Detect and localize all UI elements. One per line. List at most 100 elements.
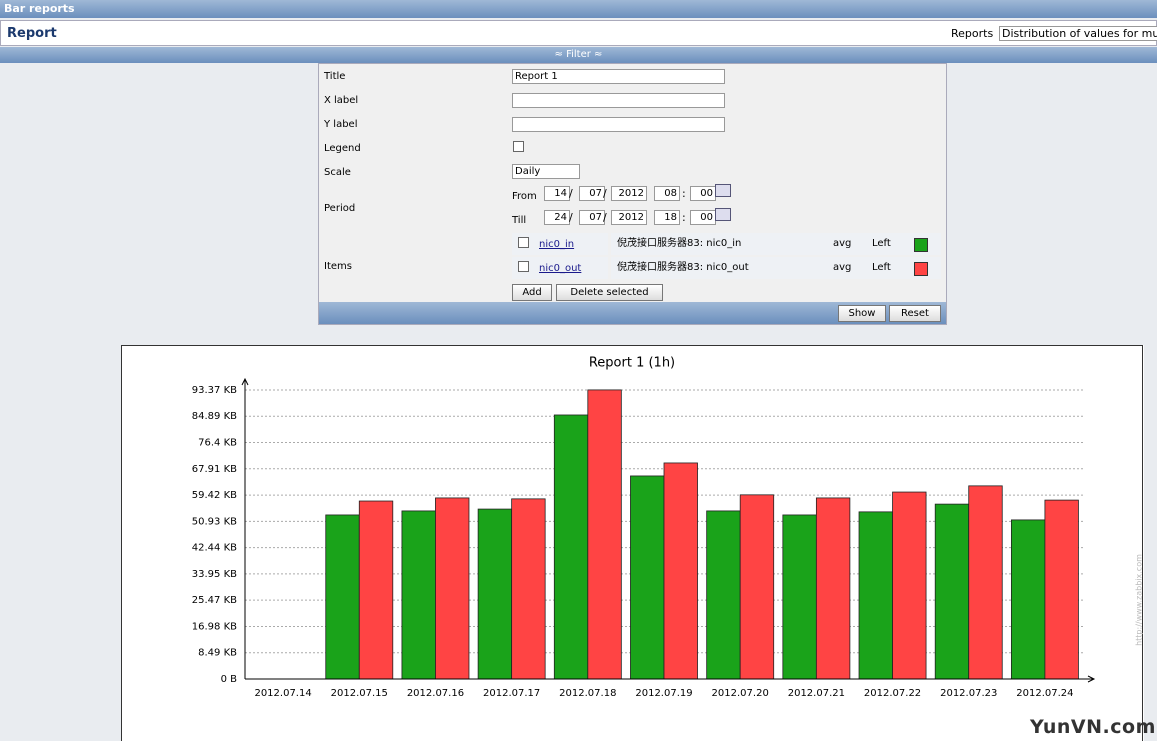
y-tick-label: 42.44 KB [192,543,237,554]
xlabel-input[interactable] [512,93,725,108]
credit: http://www.zabbix.com [1135,554,1144,646]
show-button[interactable]: Show [838,305,886,322]
chart-border [121,345,1143,741]
x-tick-label: 2012.07.22 [864,688,921,699]
calendar-icon[interactable] [715,184,731,197]
separator: / [603,211,607,224]
item-name: 倪茂接口服务器83: nic0_in [611,233,832,255]
date-input[interactable]: 07 [579,210,605,225]
y-tick-label: 84.89 KB [192,411,237,422]
label: X label [324,95,359,106]
title-input[interactable]: Report 1 [512,69,725,84]
x-tick-label: 2012.07.20 [712,688,769,699]
y-tick-label: 76.4 KB [198,438,237,449]
legend-checkbox[interactable] [513,141,524,152]
page-title: Bar reports [0,0,1157,18]
watermark: YunVN.com [1030,716,1156,738]
bar [511,498,546,680]
label: Title [324,71,346,82]
item-color[interactable] [914,238,928,252]
bar [892,491,927,680]
y-tick-label: 67.91 KB [192,464,237,475]
bar [663,462,698,680]
separator: : [682,211,686,224]
reports-select[interactable]: Distribution of values for mu [999,26,1157,41]
item-checkbox[interactable] [518,261,529,272]
bar [739,494,775,680]
item-cell [512,257,608,279]
date-input[interactable]: 07 [579,186,605,201]
bar [815,497,851,680]
item-axis: Left [868,233,908,255]
label: Legend [324,143,361,154]
bar [1010,519,1046,680]
bar [782,514,817,680]
label: From [512,191,537,202]
filter-panel: Title Report 1 X label Y label Legend Sc… [318,63,947,325]
y-tick-label: 33.95 KB [192,569,237,580]
separator: / [569,187,573,200]
item-checkbox[interactable] [518,237,529,248]
bar [1044,499,1079,680]
y-tick-label: 93.37 KB [192,385,237,396]
x-axis-arrow [1087,675,1096,683]
delete-button[interactable]: Delete selected [556,284,663,301]
x-tick-label: 2012.07.18 [559,688,616,699]
reset-button[interactable]: Reset [889,305,941,322]
y-tick-label: 8.49 KB [198,648,237,659]
item-key[interactable]: nic0_in [539,239,575,250]
report-row: Report Reports Distribution of values fo… [0,20,1157,46]
label: Items [324,261,352,272]
reports-label: Reports [951,27,994,40]
bar [553,414,589,680]
bar [858,511,893,680]
item-color[interactable] [914,262,928,276]
bar [325,514,360,680]
item-func: avg [829,233,869,255]
bar [630,475,665,680]
chart-title: Report 1 (1h) [589,356,675,371]
x-tick-label: 2012.07.14 [254,688,311,699]
date-input[interactable]: 00 [690,210,716,225]
bar [358,500,394,680]
date-input[interactable]: 00 [690,186,716,201]
x-tick-label: 2012.07.19 [635,688,692,699]
ylabel-input[interactable] [512,117,725,132]
bar [587,389,622,680]
separator: / [603,187,607,200]
item-axis: Left [868,257,908,279]
bar [401,510,436,680]
bar [706,510,741,680]
bar [477,508,513,680]
date-input[interactable]: 24 [544,210,570,225]
label: Y label [324,119,358,130]
scale-select[interactable]: Daily [512,164,580,179]
y-axis-arrow [241,377,249,386]
add-button[interactable]: Add [512,284,552,301]
y-tick-label: 0 B [221,674,238,685]
x-tick-label: 2012.07.23 [940,688,997,699]
y-tick-label: 59.42 KB [192,490,237,501]
item-key[interactable]: nic0_out [539,263,582,274]
date-input[interactable]: 2012 [611,186,647,201]
item-name: 倪茂接口服务器83: nic0_out [611,257,832,279]
date-input[interactable]: 18 [654,210,680,225]
bar [968,485,1003,680]
date-input[interactable]: 2012 [611,210,647,225]
separator: : [682,187,686,200]
y-tick-label: 25.47 KB [192,595,237,606]
y-tick-label: 50.93 KB [192,516,237,527]
bar [934,503,970,680]
x-tick-label: 2012.07.17 [483,688,540,699]
x-tick-label: 2012.07.21 [788,688,845,699]
calendar-icon[interactable] [715,208,731,221]
bar [435,497,470,680]
x-tick-label: 2012.07.16 [407,688,464,699]
filter-toggle[interactable]: ≈ Filter ≈ [0,47,1157,63]
label: Period [324,203,356,214]
item-func: avg [829,257,869,279]
x-tick-label: 2012.07.15 [331,688,388,699]
date-input[interactable]: 14 [544,186,570,201]
date-input[interactable]: 08 [654,186,680,201]
